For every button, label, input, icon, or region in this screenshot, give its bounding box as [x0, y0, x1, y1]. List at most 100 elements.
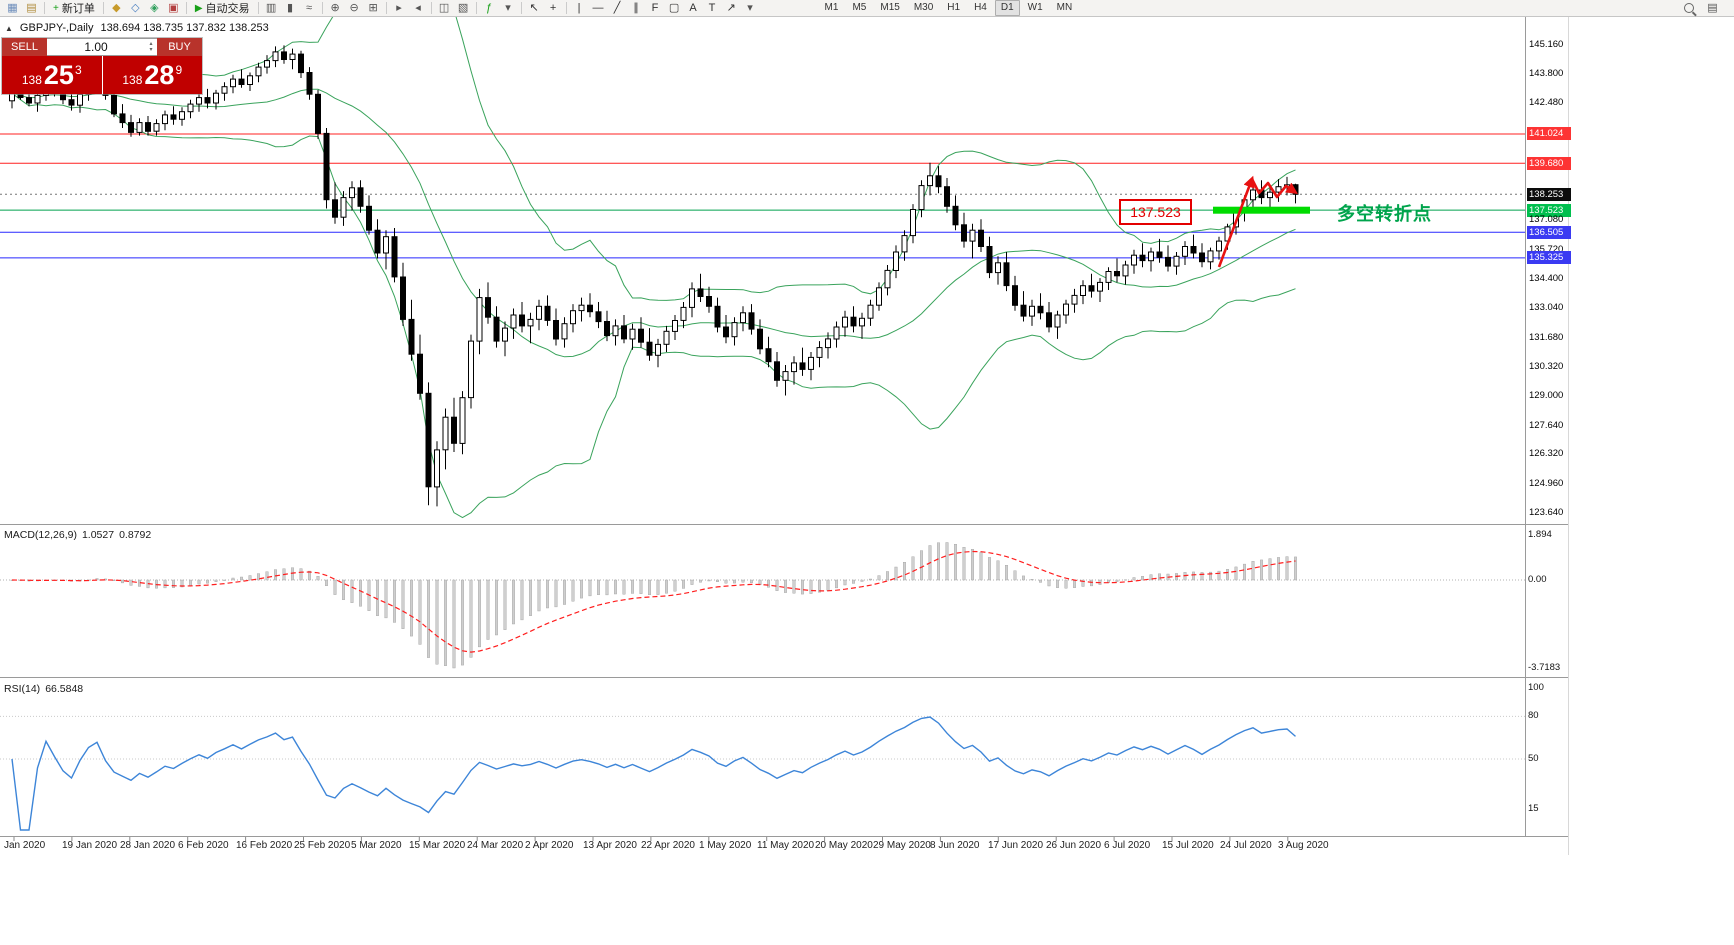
timeframe-m15-button[interactable]: M15 — [880, 2, 900, 13]
timeframe-d1-button[interactable]: D1 — [994, 0, 1020, 16]
indicators-dropdown-icon[interactable]: ▾ — [505, 1, 511, 14]
timeframe-h1-button[interactable]: H1 — [947, 2, 961, 13]
chart-shift-icon[interactable]: ◂ — [415, 1, 421, 14]
toolbar-icon-group: ▦ ▤ + 新订单 ◆ ◇ ◈ ▣ ▶ 自动交易 ▥ ▮ ≈ ⊕ ⊖ ⊞ ▸ ◂ ◫ ▧ ƒ ▾ ↖ + | — ╱ ∥ F ▢ A T ↗ ▾ — [3, 1, 760, 16]
autotrading-button-label: 自动交易 — [205, 3, 250, 15]
fibonacci-icon[interactable]: F — [651, 1, 659, 14]
auto-scroll-icon[interactable]: ▸ — [396, 1, 402, 14]
horizontal-line-icon[interactable]: — — [592, 1, 604, 14]
terminal-icon[interactable]: ▣ — [168, 1, 179, 14]
rally-arrow[interactable] — [1217, 175, 1255, 268]
price-scale-label-127-640: 127.640 — [1529, 420, 1564, 431]
market-watch-icon[interactable]: ◆ — [112, 1, 121, 14]
arrows-dropdown-icon[interactable]: ▾ — [747, 1, 753, 14]
new-order-button[interactable]: + 新订单 — [48, 1, 100, 16]
date-axis-label: 11 May 2020 — [757, 840, 815, 851]
candlestick-type-icon[interactable]: ▮ — [287, 1, 294, 14]
toolbar-separator — [385, 2, 387, 14]
timeframe-m30-button[interactable]: M30 — [913, 2, 934, 13]
label-icon[interactable]: T — [708, 1, 716, 14]
volume-spinner[interactable]: ▴ ▾ — [145, 41, 157, 53]
tile-windows-icon[interactable]: ◫ — [438, 1, 450, 14]
tick-up-icon: ▲ — [5, 23, 13, 33]
consolidation-zigzag[interactable] — [1250, 178, 1298, 199]
ohlc-values: 138.694 138.735 137.832 138.253 — [100, 22, 269, 34]
date-axis-label: 15 Mar 2020 — [409, 840, 466, 851]
zoom-in-icon[interactable]: ⊕ — [330, 1, 340, 14]
sell-price-main: 25 — [43, 59, 74, 90]
bollinger-upper-band — [11, 17, 1296, 301]
volume-up-icon[interactable]: ▴ — [149, 41, 153, 47]
grid-icon[interactable]: ⊞ — [368, 1, 378, 14]
sell-price-button[interactable]: 138 25 3 — [2, 56, 102, 94]
macd-value-signal: 0.8792 — [119, 529, 152, 541]
autotrading-button[interactable]: ▶ 自动交易 — [190, 1, 255, 16]
toolbar-separator — [321, 2, 323, 14]
volume-value[interactable]: 1.00 — [84, 40, 108, 54]
price-scale-label-136-505: 136.505 — [1527, 226, 1571, 239]
macd-name: MACD(12,26,9) — [4, 529, 77, 541]
volume-input[interactable]: 1.00 ▴ ▾ — [47, 38, 157, 56]
timeframe-h4-button[interactable]: H4 — [974, 2, 987, 13]
cascade-windows-icon[interactable]: ▧ — [457, 1, 469, 14]
bar-chart-type-icon[interactable]: ▥ — [265, 1, 277, 14]
price-scale-label-135-720: 135.720 — [1529, 244, 1564, 255]
main-toolbar: ▦ ▤ + 新订单 ◆ ◇ ◈ ▣ ▶ 自动交易 ▥ ▮ ≈ ⊕ ⊖ ⊞ ▸ ◂ ◫ ▧ ƒ ▾ ↖ + | — ╱ ∥ F ▢ A T ↗ ▾ … — [0, 0, 1734, 17]
vertical-line-icon[interactable]: | — [577, 1, 581, 14]
turning-point-label[interactable]: 多空转折点 — [1337, 204, 1432, 224]
date-axis-label: 3 Aug 2020 — [1278, 840, 1329, 851]
macd-indicator-label: MACD(12,26,9) 1.0527 0.8792 — [4, 529, 151, 541]
price-annotation-box[interactable]: 137.523 — [1119, 199, 1192, 225]
date-axis-label: 26 Jun 2020 — [1046, 840, 1102, 851]
navigator-icon[interactable]: ◈ — [150, 1, 159, 14]
turning-point-bar[interactable] — [1213, 206, 1310, 214]
symbol-timeframe-label: GBPJPY-,Daily — [19, 22, 94, 34]
price-scale-label-133-040: 133.040 — [1529, 302, 1564, 313]
date-axis-label: 22 Apr 2020 — [641, 840, 695, 851]
timeframe-mn-button[interactable]: MN — [1056, 2, 1073, 13]
equidistant-channel-icon[interactable]: ∥ — [633, 1, 639, 14]
buy-button[interactable]: BUY — [157, 38, 202, 56]
profiles-icon[interactable]: ▤ — [26, 1, 37, 14]
date-axis-label: 19 Jan 2020 — [62, 840, 118, 851]
indicators-icon[interactable]: ƒ — [485, 1, 493, 14]
trendline-icon[interactable]: ╱ — [613, 1, 621, 14]
crosshair-icon[interactable]: + — [549, 1, 557, 14]
search-icon[interactable] — [1684, 3, 1694, 13]
price-scale-label-126-320: 126.320 — [1529, 448, 1564, 459]
volume-down-icon[interactable]: ▾ — [149, 47, 153, 53]
price-scale-label-139-680: 139.680 — [1527, 157, 1571, 170]
buy-price-button[interactable]: 138 28 9 — [102, 56, 202, 94]
timeframe-w1-button[interactable]: W1 — [1027, 2, 1043, 13]
rsi-scale-label: 15 — [1528, 803, 1539, 814]
line-chart-type-icon[interactable]: ≈ — [306, 1, 313, 14]
zoom-out-icon[interactable]: ⊖ — [349, 1, 359, 14]
macd-value-main: 1.0527 — [81, 529, 115, 541]
toolbar-separator — [475, 2, 477, 14]
toolbars-menu-icon[interactable]: ▤ — [1707, 1, 1718, 14]
cursor-icon[interactable]: ↖ — [529, 1, 539, 14]
rsi-name: RSI(14) — [4, 683, 41, 695]
text-icon[interactable]: A — [689, 1, 697, 14]
rsi-line — [11, 716, 1296, 831]
timeframe-m1-button[interactable]: M1 — [824, 2, 839, 13]
toolbar-separator — [565, 2, 567, 14]
date-axis-label: Jan 2020 — [4, 840, 46, 851]
price-scale-label-123-640: 123.640 — [1529, 507, 1564, 518]
price-scale-label-138-253: 138.253 — [1527, 188, 1571, 201]
price-scale-label-135-325: 135.325 — [1527, 251, 1571, 264]
new-chart-icon[interactable]: ▦ — [7, 1, 18, 14]
rsi-value: 66.5848 — [45, 683, 84, 695]
sell-price-prefix: 138 — [21, 73, 42, 87]
price-scale-label-129-000: 129.000 — [1529, 390, 1564, 401]
date-axis-label: 8 Jun 2020 — [930, 840, 980, 851]
toolbar-separator — [102, 2, 104, 14]
sell-button[interactable]: SELL — [2, 38, 47, 56]
arrows-icon[interactable]: ↗ — [726, 1, 736, 14]
shapes-icon[interactable]: ▢ — [668, 1, 680, 14]
timeframe-m5-button[interactable]: M5 — [852, 2, 867, 13]
data-window-icon[interactable]: ◇ — [131, 1, 140, 14]
date-axis-label: 2 Apr 2020 — [525, 840, 574, 851]
